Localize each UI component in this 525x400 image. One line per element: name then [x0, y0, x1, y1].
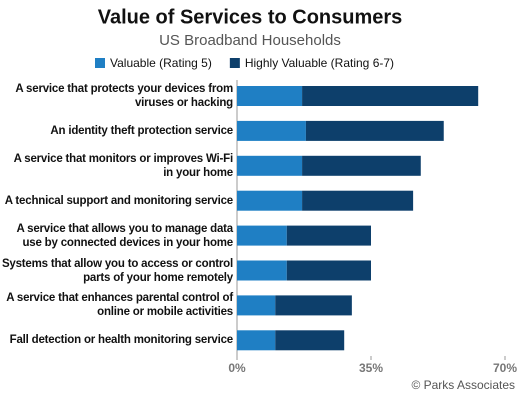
legend-label: Highly Valuable (Rating 6-7) [245, 56, 394, 70]
bar-segment [302, 86, 479, 106]
bar-segment [275, 330, 345, 351]
x-tick-label: 0% [228, 361, 246, 375]
chart-title: Value of Services to Consumers [98, 6, 403, 28]
legend-swatch [229, 58, 240, 68]
bar-segment [237, 155, 303, 176]
category-label: A service that monitors or improves Wi-F… [13, 152, 234, 179]
source: © Parks Associates [411, 378, 515, 392]
bar-segment [302, 155, 421, 176]
legend-label: Valuable (Rating 5) [110, 56, 212, 70]
bar-segment [302, 190, 414, 211]
bar-segment [286, 225, 371, 246]
category-label: A service that enhances parental control… [6, 292, 233, 319]
bar-segment [237, 295, 276, 316]
category-label: A service that protects your devices fro… [15, 83, 233, 109]
bar-segment [237, 225, 287, 246]
chart-subtitle: US Broadband Households [159, 32, 341, 49]
category-label: A technical support and monitoring servi… [4, 194, 233, 207]
category-label: A service that allows you to manage data… [16, 222, 233, 249]
bar-segment [286, 260, 371, 281]
category-label: Fall detection or health monitoring serv… [9, 334, 234, 347]
category-label: An identity theft protection service [50, 124, 233, 137]
bar-segment [237, 330, 276, 351]
bar-segment [275, 295, 352, 316]
bar-segment [237, 190, 303, 211]
legend-swatch [95, 58, 105, 68]
x-tick-label: 70% [493, 361, 517, 375]
bar-segment [237, 120, 306, 141]
bar-segment [237, 260, 287, 281]
bar-segment [237, 86, 303, 106]
bar-segment [305, 120, 444, 141]
x-tick-label: 35% [359, 361, 383, 375]
category-label: Systems that allow you to access or cont… [1, 257, 233, 284]
